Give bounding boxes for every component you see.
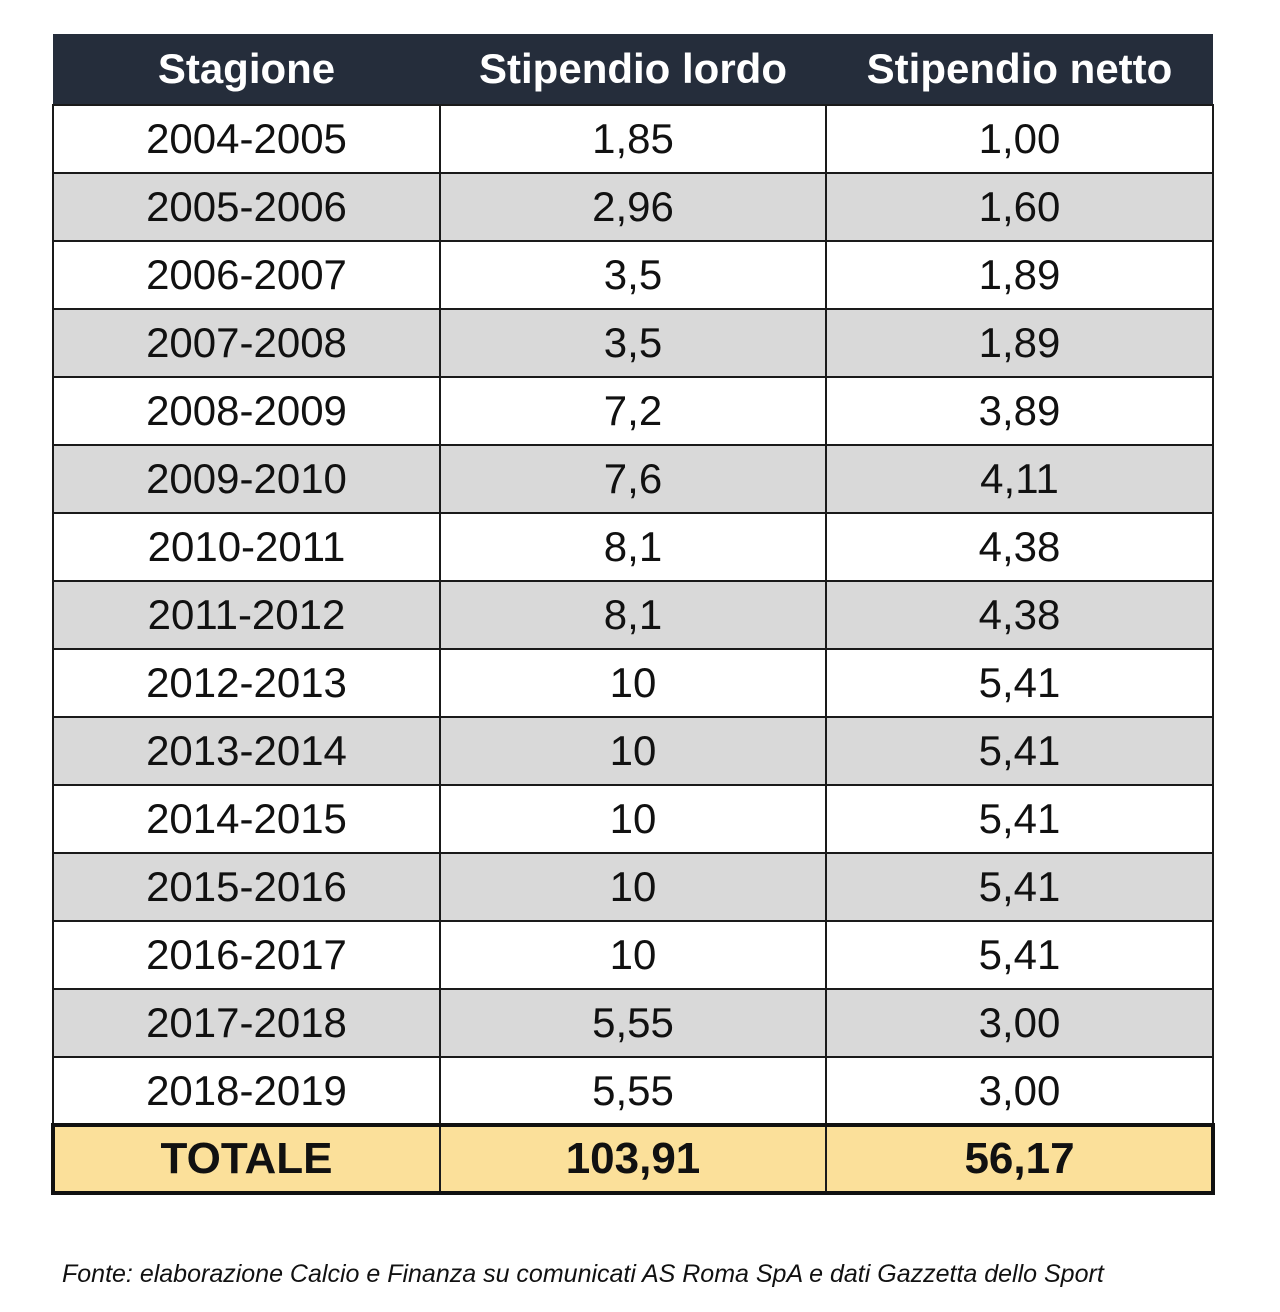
- salary-table: Stagione Stipendio lordo Stipendio netto…: [51, 34, 1215, 1195]
- cell-stipendio-netto: 1,00: [825, 104, 1214, 174]
- header-stipendio-lordo: Stipendio lordo: [440, 34, 826, 105]
- cell-stipendio-netto: 1,89: [825, 308, 1214, 378]
- cell-stagione: 2015-2016: [52, 852, 441, 922]
- total-label: TOTALE: [52, 1124, 441, 1194]
- cell-stipendio-lordo: 5,55: [439, 1056, 827, 1126]
- cell-stipendio-netto: 5,41: [825, 920, 1214, 990]
- cell-stipendio-netto: 5,41: [825, 716, 1214, 786]
- table-row: 2015-2016 10 5,41: [52, 852, 1214, 922]
- cell-stipendio-lordo: 3,5: [439, 240, 827, 310]
- cell-stipendio-lordo: 5,55: [439, 988, 827, 1058]
- cell-stagione: 2014-2015: [52, 784, 441, 854]
- table-body: 2004-2005 1,85 1,00 2005-2006 2,96 1,60 2006-2…: [52, 104, 1214, 1126]
- cell-stipendio-netto: 1,60: [825, 172, 1214, 242]
- cell-stipendio-lordo: 8,1: [439, 580, 827, 650]
- cell-stipendio-lordo: 7,2: [439, 376, 827, 446]
- cell-stipendio-netto: 5,41: [825, 852, 1214, 922]
- table-header: Stagione Stipendio lordo Stipendio netto: [53, 34, 1213, 105]
- cell-stipendio-lordo: 7,6: [439, 444, 827, 514]
- cell-stagione: 2013-2014: [52, 716, 441, 786]
- cell-stipendio-netto: 3,89: [825, 376, 1214, 446]
- total-lordo: 103,91: [439, 1124, 827, 1194]
- header-row: Stagione Stipendio lordo Stipendio netto: [53, 34, 1213, 105]
- table-row: 2014-2015 10 5,41: [52, 784, 1214, 854]
- cell-stipendio-netto: 1,89: [825, 240, 1214, 310]
- cell-stagione: 2004-2005: [52, 104, 441, 174]
- table-row: 2010-2011 8,1 4,38: [52, 512, 1214, 582]
- cell-stagione: 2016-2017: [52, 920, 441, 990]
- cell-stipendio-netto: 5,41: [825, 784, 1214, 854]
- cell-stipendio-netto: 4,38: [825, 512, 1214, 582]
- cell-stipendio-lordo: 10: [439, 920, 827, 990]
- cell-stipendio-lordo: 10: [439, 648, 827, 718]
- table-row: 2017-2018 5,55 3,00: [52, 988, 1214, 1058]
- total-netto: 56,17: [825, 1124, 1214, 1194]
- salary-table-container: Stagione Stipendio lordo Stipendio netto…: [51, 34, 1215, 1195]
- cell-stagione: 2005-2006: [52, 172, 441, 242]
- table-row: 2013-2014 10 5,41: [52, 716, 1214, 786]
- cell-stipendio-lordo: 10: [439, 784, 827, 854]
- table-row: 2007-2008 3,5 1,89: [52, 308, 1214, 378]
- cell-stipendio-netto: 4,38: [825, 580, 1214, 650]
- table-row: 2011-2012 8,1 4,38: [52, 580, 1214, 650]
- table-row: 2009-2010 7,6 4,11: [52, 444, 1214, 514]
- source-note: Fonte: elaborazione Calcio e Finanza su …: [62, 1260, 1104, 1288]
- table-row: 2012-2013 10 5,41: [52, 648, 1214, 718]
- cell-stipendio-lordo: 3,5: [439, 308, 827, 378]
- table-row: 2005-2006 2,96 1,60: [52, 172, 1214, 242]
- cell-stipendio-netto: 4,11: [825, 444, 1214, 514]
- cell-stipendio-lordo: 2,96: [439, 172, 827, 242]
- cell-stipendio-lordo: 10: [439, 852, 827, 922]
- cell-stagione: 2007-2008: [52, 308, 441, 378]
- header-stagione: Stagione: [53, 34, 440, 105]
- cell-stagione: 2006-2007: [52, 240, 441, 310]
- cell-stipendio-lordo: 1,85: [439, 104, 827, 174]
- cell-stagione: 2017-2018: [52, 988, 441, 1058]
- table-footer: TOTALE 103,91 56,17: [51, 1123, 1215, 1195]
- table-row: 2008-2009 7,2 3,89: [52, 376, 1214, 446]
- cell-stagione: 2011-2012: [52, 580, 441, 650]
- cell-stipendio-netto: 3,00: [825, 988, 1214, 1058]
- cell-stagione: 2009-2010: [52, 444, 441, 514]
- cell-stagione: 2008-2009: [52, 376, 441, 446]
- cell-stipendio-netto: 5,41: [825, 648, 1214, 718]
- cell-stipendio-lordo: 8,1: [439, 512, 827, 582]
- cell-stipendio-netto: 3,00: [825, 1056, 1214, 1126]
- table-row: 2004-2005 1,85 1,00: [52, 104, 1214, 174]
- table-row: 2006-2007 3,5 1,89: [52, 240, 1214, 310]
- total-row: TOTALE 103,91 56,17: [51, 1123, 1215, 1195]
- cell-stagione: 2010-2011: [52, 512, 441, 582]
- cell-stipendio-lordo: 10: [439, 716, 827, 786]
- header-stipendio-netto: Stipendio netto: [826, 34, 1213, 105]
- table-row: 2016-2017 10 5,41: [52, 920, 1214, 990]
- cell-stagione: 2012-2013: [52, 648, 441, 718]
- cell-stagione: 2018-2019: [52, 1056, 441, 1126]
- table-row: 2018-2019 5,55 3,00: [52, 1056, 1214, 1126]
